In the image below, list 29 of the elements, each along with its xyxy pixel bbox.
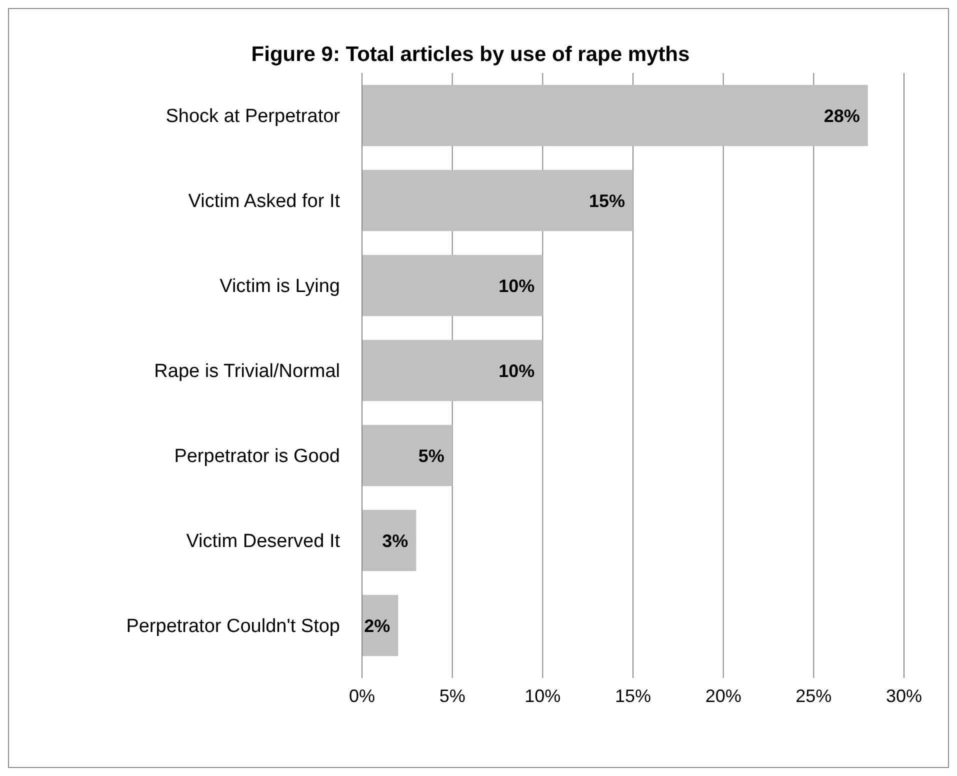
x-tick-label: 10% — [524, 686, 561, 706]
y-tick-label: Perpetrator is Good — [174, 446, 340, 468]
bar — [362, 254, 543, 316]
data-label: 15% — [588, 190, 625, 211]
x-tick-label: 25% — [796, 686, 832, 706]
x-tick-label: 20% — [705, 686, 742, 706]
data-label: 10% — [498, 360, 535, 381]
x-tick-label: 15% — [614, 686, 652, 706]
y-tick-label: Rape is Trivial/Normal — [154, 361, 340, 382]
data-label: 5% — [418, 446, 444, 466]
bar — [362, 510, 416, 572]
y-tick-label: Victim is Lying — [220, 276, 340, 298]
data-label: 10% — [498, 276, 535, 296]
bar — [362, 340, 543, 402]
x-tick-label: 0% — [348, 686, 376, 706]
bar — [362, 84, 868, 146]
data-label: 3% — [382, 530, 408, 551]
bar — [362, 170, 633, 232]
bar — [362, 594, 398, 656]
y-tick-label: Victim Deserved It — [186, 531, 341, 552]
x-tick-label: 5% — [439, 686, 466, 706]
bar — [362, 424, 452, 486]
x-tick-label: 30% — [886, 686, 922, 706]
data-label: 2% — [364, 616, 390, 636]
y-tick-label: Victim Asked for It — [188, 191, 341, 212]
data-label: 28% — [824, 106, 860, 126]
y-tick-label: Shock at Perpetrator — [166, 106, 341, 128]
y-tick-label: Perpetrator Couldn't Stop — [126, 616, 340, 638]
chart-title: Figure 9: Total articles by use of rape myths — [251, 43, 690, 66]
